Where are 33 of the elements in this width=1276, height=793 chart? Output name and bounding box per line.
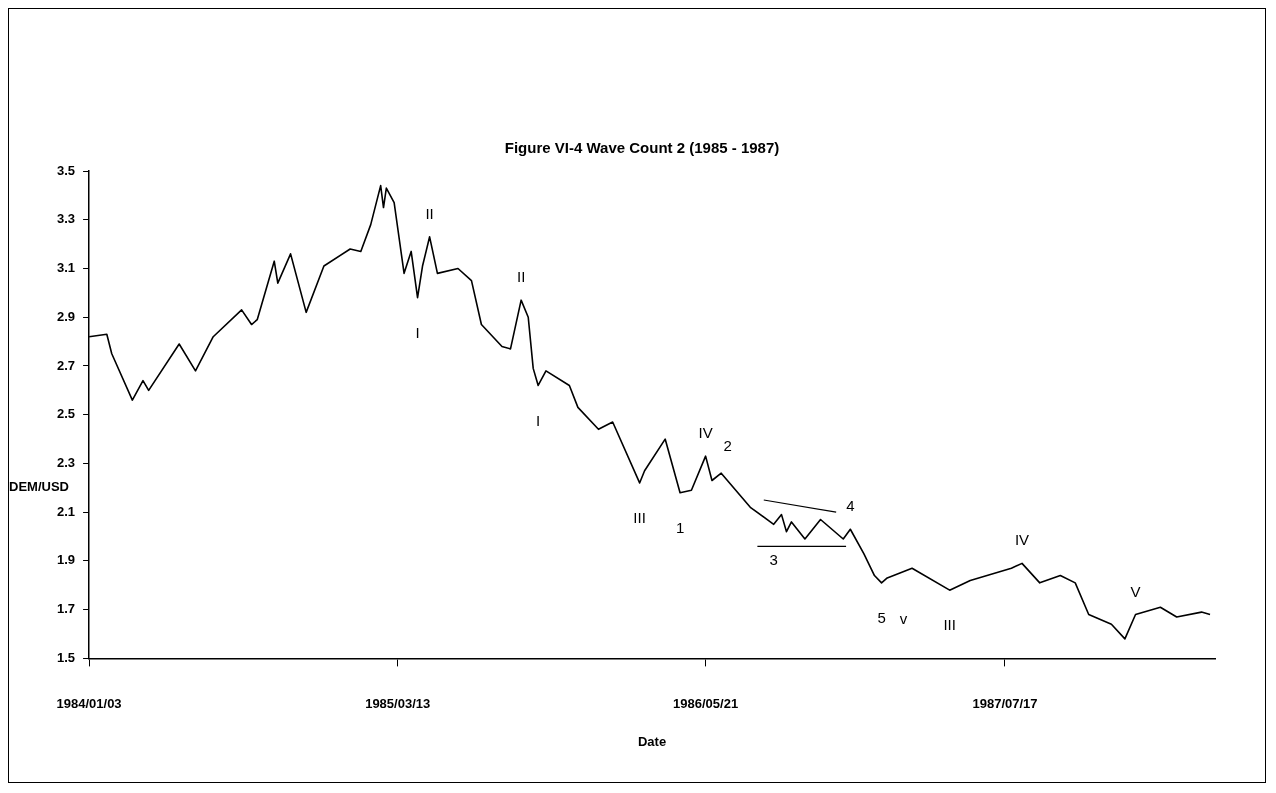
annotation: 2: [723, 437, 732, 455]
x-tick-label: 1986/05/21: [673, 695, 739, 711]
annotation: II: [516, 268, 526, 286]
annotation: I: [536, 411, 541, 429]
y-tick-label: 1.5: [56, 649, 76, 665]
y-tick-label: 2.5: [56, 406, 76, 422]
y-tick-label: 3.5: [56, 162, 76, 178]
y-tick-label: 2.1: [56, 503, 76, 519]
annotation: v: [899, 610, 908, 628]
annotation: 3: [769, 550, 778, 568]
x-tick-label: 1987/07/17: [972, 695, 1038, 711]
y-tick-label: 1.7: [56, 601, 76, 617]
annotation: IV: [1014, 531, 1030, 549]
chart-title: Figure VI-4 Wave Count 2 (1985 - 1987): [504, 139, 780, 157]
y-tick-label: 2.9: [56, 308, 76, 324]
annotation: III: [943, 616, 956, 634]
annotation: IV: [698, 424, 713, 442]
y-tick-label: 1.9: [56, 552, 76, 568]
x-axis-title: Date: [637, 733, 667, 749]
annotation: 5: [877, 608, 886, 626]
x-tick-label: 1985/03/13: [365, 695, 431, 711]
x-tick-label: 1984/01/03: [56, 695, 122, 711]
annotation: 4: [846, 497, 855, 515]
y-axis-title: DEM/USD: [9, 479, 69, 495]
annotation: 1: [675, 518, 685, 536]
y-tick-label: 3.3: [56, 211, 76, 227]
annotation: V: [1130, 582, 1141, 600]
y-tick-label: 3.1: [56, 260, 76, 276]
y-tick-label: 2.7: [56, 357, 76, 373]
annotation: III: [633, 509, 646, 527]
annotation: II: [425, 204, 434, 222]
y-tick-label: 2.3: [56, 455, 76, 471]
annotation: I: [415, 323, 420, 341]
